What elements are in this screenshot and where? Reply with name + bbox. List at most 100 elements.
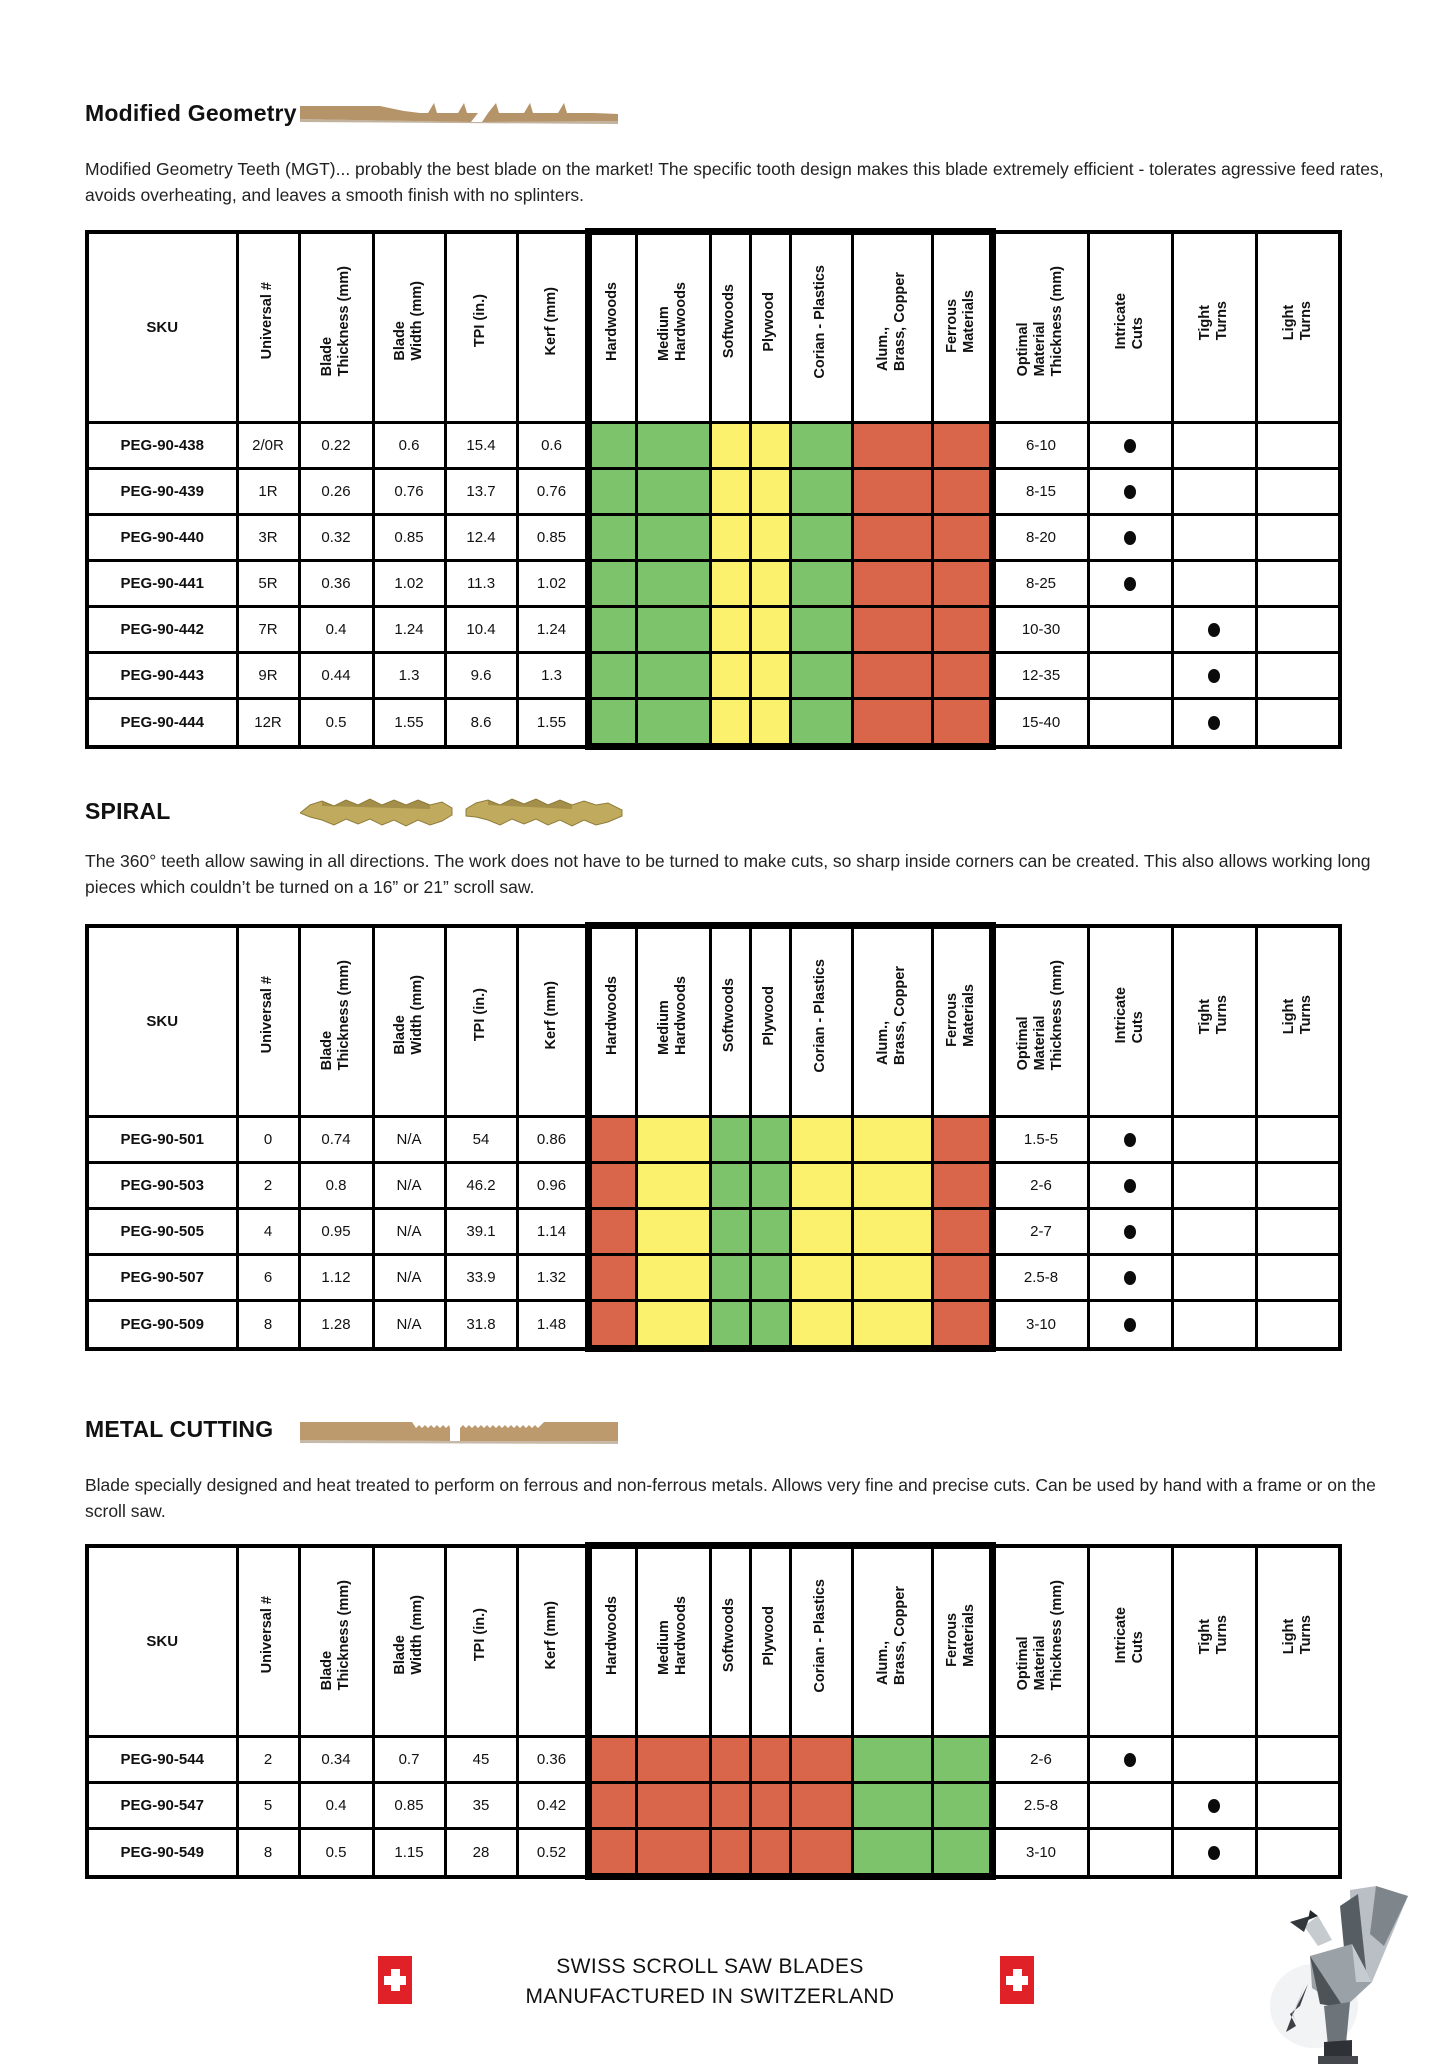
kerf-cell: 0.85 (515, 513, 590, 562)
material-suitability-cell (788, 605, 854, 654)
material-suitability-cell (930, 651, 996, 700)
sku-cell: PEG-90-509 (85, 1299, 239, 1350)
column-header: SKU (85, 1544, 239, 1738)
material-suitability-cell (584, 651, 638, 700)
blade-width-cell: 0.7 (371, 1735, 447, 1784)
section-title-modified-geometry: Modified Geometry (85, 100, 297, 126)
material-suitability-cell (748, 1161, 792, 1210)
blade-row: PEG-90-443 9R 0.44 1.3 9.6 1.3 12-35 (85, 651, 1342, 700)
material-suitability-cell (850, 697, 934, 750)
material-suitability-cell (850, 1161, 934, 1210)
kerf-cell: 0.36 (515, 1735, 590, 1784)
tpi-cell: 31.8 (443, 1299, 519, 1350)
material-suitability-cell (788, 559, 854, 608)
header-row: SKU Universal # Blade Thickness (mm) Blade … (85, 1542, 1342, 1738)
column-header: Hardwoods (584, 922, 638, 1118)
column-header: Medium Hardwoods (634, 922, 712, 1118)
kerf-cell: 1.55 (515, 697, 590, 748)
sku-cell: PEG-90-549 (85, 1827, 239, 1878)
column-header: Ferrous Materials (930, 1542, 996, 1738)
capability-dot-icon (1124, 485, 1136, 500)
optimal-thickness-cell: 2-7 (990, 1207, 1090, 1256)
column-header: Blade Width (mm) (371, 924, 447, 1118)
kerf-cell: 1.24 (515, 605, 590, 654)
universal-cell: 6 (235, 1253, 301, 1302)
blade-width-cell: 0.85 (371, 513, 447, 562)
optimal-thickness-cell: 8-20 (990, 513, 1090, 562)
material-suitability-cell (930, 559, 996, 608)
blade-thickness-cell: 1.12 (297, 1253, 375, 1302)
metal-cutting-blade-image (300, 1422, 618, 1444)
material-suitability-cell (748, 1299, 792, 1352)
material-suitability-cell (788, 1781, 854, 1830)
column-header: Blade Width (mm) (371, 230, 447, 424)
blade-thickness-cell: 0.74 (297, 1115, 375, 1164)
material-suitability-cell (584, 421, 638, 470)
column-header: Alum., Brass, Copper (850, 228, 934, 424)
capability-dot-icon (1208, 715, 1220, 730)
tight-turns-cell (1170, 1115, 1258, 1164)
section-title-metal-cutting: METAL CUTTING (85, 1416, 274, 1442)
tpi-cell: 15.4 (443, 421, 519, 470)
material-suitability-cell (634, 1115, 712, 1164)
material-suitability-cell (788, 651, 854, 700)
blade-row: PEG-90-444 12R 0.5 1.55 8.6 1.55 15-40 (85, 697, 1342, 750)
material-suitability-cell (930, 697, 996, 750)
column-header: Medium Hardwoods (634, 1542, 712, 1738)
tpi-cell: 10.4 (443, 605, 519, 654)
light-turns-cell (1254, 1735, 1342, 1784)
blade-thickness-cell: 0.4 (297, 1781, 375, 1830)
column-header: Kerf (mm) (515, 230, 590, 424)
sku-cell: PEG-90-501 (85, 1115, 239, 1164)
optimal-thickness-cell: 12-35 (990, 651, 1090, 700)
sku-cell: PEG-90-439 (85, 467, 239, 516)
material-suitability-cell (930, 1781, 996, 1830)
kerf-cell: 1.3 (515, 651, 590, 700)
tpi-cell: 11.3 (443, 559, 519, 608)
tpi-cell: 9.6 (443, 651, 519, 700)
light-turns-cell (1254, 467, 1342, 516)
optimal-thickness-cell: 2.5-8 (990, 1781, 1090, 1830)
column-header: Optimal Material Thickness (mm) (990, 924, 1090, 1118)
material-suitability-cell (634, 421, 712, 470)
light-turns-cell (1254, 1781, 1342, 1830)
intricate-cuts-cell (1086, 421, 1174, 470)
blade-thickness-cell: 0.36 (297, 559, 375, 608)
header-row: SKU Universal # Blade Thickness (mm) Blade … (85, 228, 1342, 424)
material-suitability-cell (634, 467, 712, 516)
material-suitability-cell (634, 651, 712, 700)
column-header: Hardwoods (584, 1542, 638, 1738)
blade-row: PEG-90-547 5 0.4 0.85 35 0.42 2.5-8 (85, 1781, 1342, 1830)
optimal-thickness-cell: 1.5-5 (990, 1115, 1090, 1164)
material-suitability-cell (584, 513, 638, 562)
material-suitability-cell (634, 1735, 712, 1784)
material-suitability-cell (634, 513, 712, 562)
material-suitability-cell (850, 467, 934, 516)
column-header: Tight Turns (1170, 924, 1258, 1118)
material-suitability-cell (584, 1735, 638, 1784)
column-header: TPI (in.) (443, 924, 519, 1118)
material-suitability-cell (788, 421, 854, 470)
column-header: Light Turns (1254, 924, 1342, 1118)
column-header: Blade Thickness (mm) (297, 1544, 375, 1738)
material-suitability-cell (850, 1827, 934, 1880)
universal-cell: 5 (235, 1781, 301, 1830)
blade-row: PEG-90-439 1R 0.26 0.76 13.7 0.76 8-15 (85, 467, 1342, 516)
material-suitability-cell (850, 513, 934, 562)
material-suitability-cell (788, 513, 854, 562)
intricate-cuts-cell (1086, 1161, 1174, 1210)
flat-tooth-blade-image (300, 103, 618, 124)
blade-thickness-cell: 1.28 (297, 1299, 375, 1350)
material-suitability-cell (584, 559, 638, 608)
kerf-cell: 0.86 (515, 1115, 590, 1164)
capability-dot-icon (1124, 439, 1136, 454)
material-suitability-cell (584, 1253, 638, 1302)
tight-turns-cell (1170, 559, 1258, 608)
universal-cell: 12R (235, 697, 301, 748)
material-suitability-cell (748, 559, 792, 608)
column-header: Kerf (mm) (515, 1544, 590, 1738)
column-header: TPI (in.) (443, 1544, 519, 1738)
material-suitability-cell (584, 1827, 638, 1880)
blade-row: PEG-90-501 0 0.74 N/A 54 0.86 1.5-5 (85, 1115, 1342, 1164)
material-suitability-cell (634, 1827, 712, 1880)
